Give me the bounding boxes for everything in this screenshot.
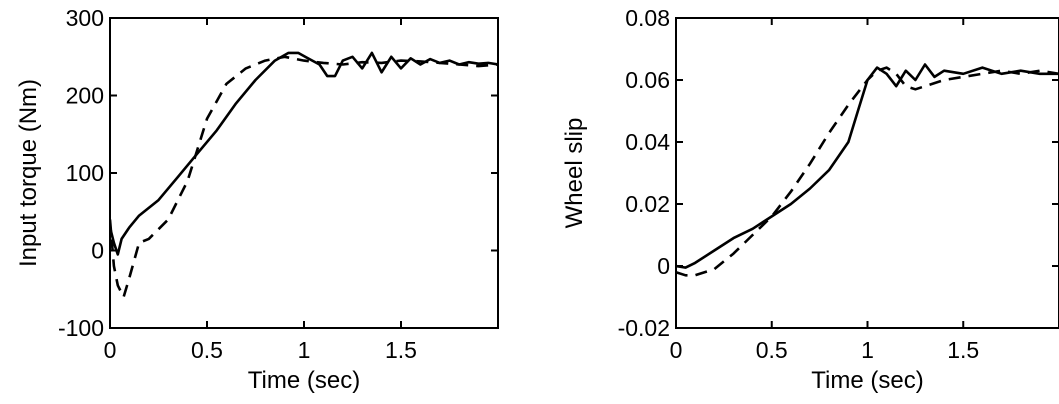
y-tick-label: 0.04 [625, 129, 670, 155]
x-tick-label: 0 [104, 337, 117, 363]
series-line-solid [110, 51, 498, 256]
y-tick-label: -100 [58, 315, 104, 341]
y-tick-label: 0 [657, 253, 670, 279]
x-tick-label: 1.5 [385, 337, 417, 363]
y-tick-label: 0 [91, 238, 104, 264]
x-axis-label: Time (sec) [248, 367, 360, 394]
plot-frame [109, 17, 499, 329]
y-axis-label: Input torque (Nm) [15, 79, 42, 267]
y-tick-label: 0.06 [625, 67, 670, 93]
y-tick-label: 0.02 [625, 191, 670, 217]
x-tick-label: 0 [670, 337, 683, 363]
x-tick-label: 1 [861, 337, 874, 363]
x-tick-label: 1.5 [947, 337, 979, 363]
y-tick-label: 300 [66, 5, 104, 31]
x-tick-label: 1 [298, 337, 311, 363]
y-tick-label: 0.08 [625, 5, 670, 31]
y-axis-label: Wheel slip [561, 118, 588, 229]
series-line-dashed [676, 66, 1059, 277]
series-line-dashed [110, 55, 498, 299]
y-tick-label: 200 [66, 83, 104, 109]
y-tick-label: -0.02 [618, 315, 670, 341]
plot-frame [675, 17, 1059, 329]
x-tick-label: 0.5 [756, 337, 788, 363]
x-axis-label: Time (sec) [811, 367, 923, 394]
series-line-solid [676, 63, 1059, 269]
y-tick-label: 100 [66, 160, 104, 186]
x-tick-label: 0.5 [191, 337, 223, 363]
